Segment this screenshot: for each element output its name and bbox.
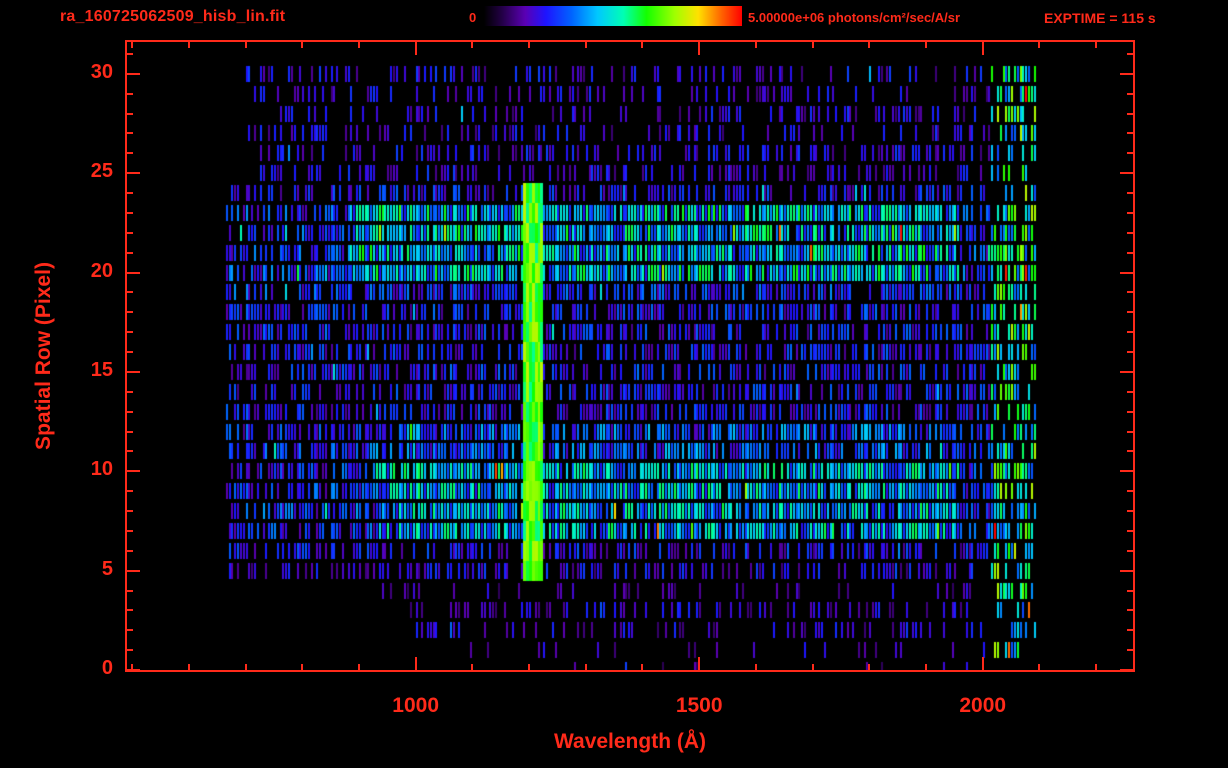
colorbar-min-label: 0 (469, 10, 477, 25)
y-tick-label: 30 (90, 60, 113, 83)
y-tick-label: 0 (101, 657, 113, 679)
x-axis-title: Wavelength (Å) (553, 730, 707, 753)
y-tick-label: 20 (90, 259, 113, 282)
y-tick-label: 10 (90, 458, 113, 481)
spectrogram-canvas (127, 42, 1133, 670)
plot-frame (125, 40, 1135, 672)
colorbar-max-label: 5.00000e+06 photons/cm²/sec/A/sr (748, 10, 961, 25)
exptime-label: EXPTIME = 115 s (1044, 10, 1156, 26)
colorbar (484, 6, 742, 26)
x-tick-label: 1000 (392, 694, 439, 717)
y-tick-label: 5 (101, 557, 113, 580)
x-tick-label: 2000 (959, 694, 1007, 717)
filename-label: ra_160725062509_hisb_lin.fit (60, 8, 286, 25)
x-tick-label: 1500 (675, 694, 723, 717)
y-tick-label: 25 (90, 160, 113, 183)
y-tick-label: 15 (90, 358, 113, 381)
y-axis-title: Spatial Row (Pixel) (32, 262, 55, 450)
